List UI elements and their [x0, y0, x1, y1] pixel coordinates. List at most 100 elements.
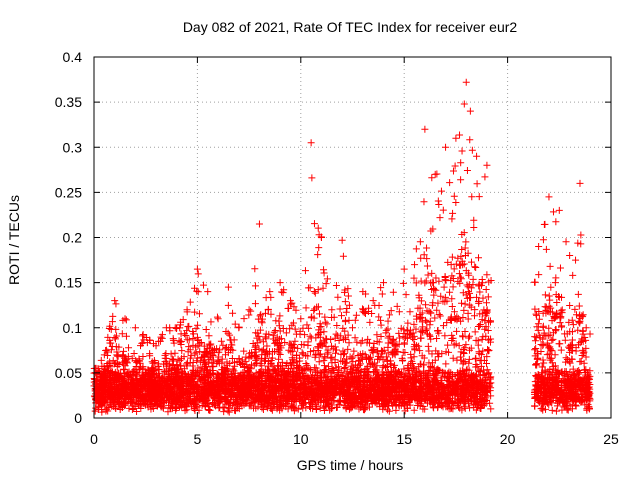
data-point — [321, 318, 329, 326]
data-point — [458, 147, 466, 155]
data-point — [467, 392, 475, 400]
data-point — [342, 359, 350, 367]
data-point — [271, 326, 279, 334]
data-point — [332, 282, 340, 290]
data-point — [257, 369, 265, 377]
data-point — [455, 270, 463, 278]
data-point — [349, 365, 357, 373]
data-point — [100, 388, 108, 396]
data-point — [294, 393, 302, 401]
data-point — [205, 406, 213, 414]
data-point — [133, 399, 141, 407]
data-point — [104, 367, 112, 375]
data-point — [289, 359, 297, 367]
data-point — [402, 291, 410, 299]
data-point — [436, 312, 444, 320]
data-point — [440, 322, 448, 330]
data-point — [483, 366, 491, 374]
data-point — [368, 374, 376, 382]
data-point — [416, 401, 424, 409]
data-point — [383, 356, 391, 364]
data-point — [97, 356, 105, 364]
data-point — [245, 391, 253, 399]
data-point — [192, 348, 200, 356]
data-point — [362, 310, 370, 318]
data-point — [434, 327, 442, 335]
data-point — [309, 405, 317, 413]
data-point — [164, 408, 172, 416]
data-point — [472, 363, 480, 371]
data-point — [353, 338, 361, 346]
data-point — [314, 303, 322, 311]
data-point — [210, 356, 218, 364]
data-point — [483, 271, 491, 279]
data-point — [410, 406, 418, 414]
data-point — [383, 363, 391, 371]
data-point — [321, 382, 329, 390]
data-point — [433, 306, 441, 314]
data-point — [351, 379, 359, 387]
data-point — [193, 333, 201, 341]
data-point — [487, 392, 495, 400]
chart-title: Day 082 of 2021, Rate Of TEC Index for r… — [183, 19, 518, 35]
data-point — [308, 174, 316, 182]
data-point — [459, 349, 467, 357]
data-point — [445, 348, 453, 356]
data-point — [226, 331, 234, 339]
data-point — [344, 292, 352, 300]
data-point — [216, 404, 224, 412]
data-point — [360, 382, 368, 390]
data-point — [326, 394, 334, 402]
data-point — [246, 349, 254, 357]
data-point — [302, 351, 310, 359]
data-point — [291, 337, 299, 345]
data-point — [320, 269, 328, 277]
data-point — [331, 385, 339, 393]
data-point — [416, 238, 424, 246]
data-point — [184, 348, 192, 356]
data-point — [207, 318, 215, 326]
data-point — [122, 332, 130, 340]
data-point — [351, 316, 359, 324]
data-point — [475, 400, 483, 408]
data-point — [393, 392, 401, 400]
data-point — [380, 362, 388, 370]
data-point — [199, 382, 207, 390]
data-point — [456, 279, 464, 287]
data-point — [354, 352, 362, 360]
data-point — [230, 376, 238, 384]
data-point — [484, 346, 492, 354]
data-point — [478, 275, 486, 283]
data-point — [377, 333, 385, 341]
data-point — [130, 350, 138, 358]
data-point — [306, 348, 314, 356]
data-point — [460, 306, 468, 314]
data-point — [420, 251, 428, 259]
data-point — [419, 323, 427, 331]
data-point — [464, 269, 472, 277]
data-point — [320, 266, 328, 274]
data-point — [437, 187, 445, 195]
data-point — [313, 405, 321, 413]
data-point — [410, 353, 418, 361]
data-point — [250, 395, 258, 403]
data-point — [423, 325, 431, 333]
data-point — [395, 382, 403, 390]
data-point — [303, 379, 311, 387]
data-point — [212, 377, 220, 385]
data-point — [395, 308, 403, 316]
data-point — [169, 357, 177, 365]
data-point — [362, 393, 370, 401]
data-point — [213, 345, 221, 353]
data-point — [470, 216, 478, 224]
data-point — [351, 334, 359, 342]
data-point — [221, 345, 229, 353]
data-point — [132, 356, 140, 364]
data-point — [462, 341, 470, 349]
data-point — [279, 324, 287, 332]
data-point — [442, 398, 450, 406]
data-point — [364, 363, 372, 371]
data-point — [341, 327, 349, 335]
data-point — [137, 400, 145, 408]
data-point — [389, 288, 397, 296]
